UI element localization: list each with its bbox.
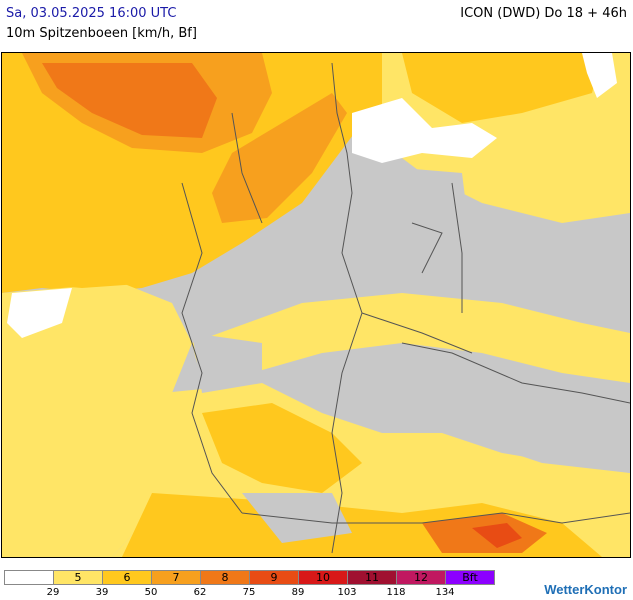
baltic-sea-calm bbox=[352, 98, 497, 163]
legend-tick-label: 29 bbox=[46, 587, 60, 598]
south-east-calm-area bbox=[472, 393, 630, 473]
legend-swatch: 7 bbox=[151, 570, 201, 585]
wind-gust-map bbox=[1, 52, 631, 558]
legend-tick-label: 103 bbox=[337, 587, 357, 598]
legend-tick-label: 75 bbox=[242, 587, 256, 598]
west-moderate-gust-area bbox=[2, 173, 172, 288]
legend-swatch: 9 bbox=[249, 570, 299, 585]
legend-tick-label: 62 bbox=[193, 587, 207, 598]
north-sea-calm-patch bbox=[582, 53, 617, 98]
legend-tick-label: 134 bbox=[435, 587, 455, 598]
legend-tick-label: 89 bbox=[291, 587, 305, 598]
legend-tick-label: 118 bbox=[386, 587, 406, 598]
east-calm-area bbox=[472, 223, 630, 303]
baltic-moderate-gust-area bbox=[402, 53, 602, 123]
central-calm-area bbox=[332, 163, 472, 293]
legend-swatch: 10 bbox=[298, 570, 348, 585]
south-moderate-gust-area bbox=[202, 403, 362, 493]
legend-swatch bbox=[4, 570, 54, 585]
legend-swatch: 11 bbox=[347, 570, 397, 585]
coast-strong-gust-band bbox=[212, 93, 347, 223]
model-run-label: ICON (DWD) Do 18 + 46h bbox=[460, 6, 627, 21]
country-borders bbox=[181, 62, 630, 554]
legend-swatch: 5 bbox=[53, 570, 103, 585]
legend-tick-label: 39 bbox=[95, 587, 109, 598]
legend-swatch: 8 bbox=[200, 570, 250, 585]
south-calm-area bbox=[242, 493, 352, 543]
legend-tick-label: 50 bbox=[144, 587, 158, 598]
central-gust-band bbox=[192, 293, 630, 383]
legend-swatch: Bft bbox=[445, 570, 495, 585]
north-sea-core-gust-area bbox=[42, 63, 217, 138]
variable-title: 10m Spitzenboeen [km/h, Bf] bbox=[6, 26, 197, 41]
alps-core-gust-area bbox=[472, 523, 522, 548]
legend-swatch: 6 bbox=[102, 570, 152, 585]
south-west-calm-area bbox=[192, 333, 262, 393]
legend-swatch: 12 bbox=[396, 570, 446, 585]
map-canvas bbox=[2, 53, 630, 557]
west-gust-area bbox=[2, 283, 192, 557]
west-sea-calm-patch bbox=[7, 288, 72, 338]
wetterkontor-logo: WetterKontor bbox=[544, 582, 627, 597]
forecast-date: Sa, 03.05.2025 16:00 UTC bbox=[6, 6, 177, 21]
